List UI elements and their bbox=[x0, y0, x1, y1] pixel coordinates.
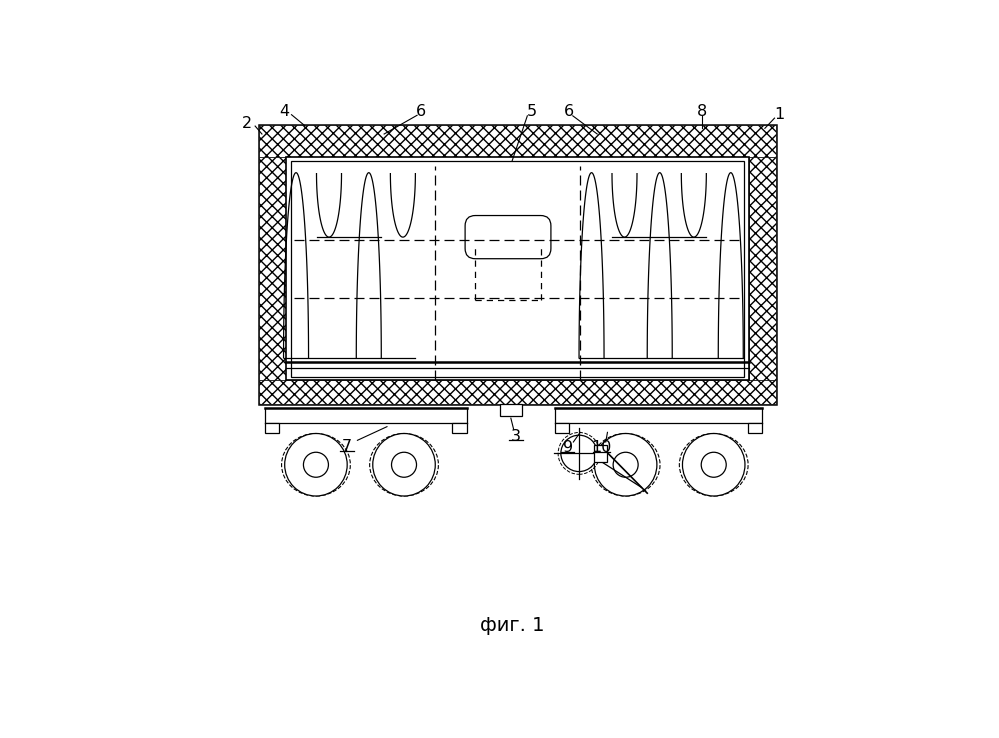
Circle shape bbox=[613, 452, 638, 477]
Text: 4: 4 bbox=[280, 104, 290, 119]
Circle shape bbox=[701, 452, 726, 477]
Text: фиг. 1: фиг. 1 bbox=[480, 616, 544, 635]
Bar bbox=[259, 156, 287, 380]
Text: 1: 1 bbox=[774, 106, 784, 122]
Text: 7: 7 bbox=[342, 439, 353, 454]
Bar bbox=[748, 423, 762, 433]
Bar bbox=[259, 380, 776, 404]
Bar bbox=[287, 156, 749, 380]
Ellipse shape bbox=[591, 433, 660, 496]
Text: 5: 5 bbox=[526, 104, 536, 119]
Text: 6: 6 bbox=[416, 104, 427, 119]
Bar bbox=[265, 423, 279, 433]
Bar bbox=[554, 423, 568, 433]
Text: 6: 6 bbox=[563, 104, 573, 119]
Ellipse shape bbox=[370, 433, 439, 496]
Ellipse shape bbox=[282, 433, 351, 496]
Text: 9: 9 bbox=[562, 440, 572, 455]
Bar bbox=[291, 162, 744, 376]
Circle shape bbox=[560, 435, 597, 472]
Bar bbox=[259, 125, 776, 156]
Bar bbox=[259, 125, 776, 404]
Bar bbox=[749, 156, 776, 380]
Circle shape bbox=[304, 452, 329, 477]
Circle shape bbox=[682, 433, 745, 496]
Circle shape bbox=[373, 433, 436, 496]
Circle shape bbox=[285, 433, 348, 496]
Text: 2: 2 bbox=[242, 117, 252, 131]
Circle shape bbox=[594, 433, 657, 496]
Ellipse shape bbox=[679, 433, 748, 496]
Text: 10: 10 bbox=[591, 440, 612, 455]
Text: 8: 8 bbox=[697, 104, 707, 119]
Circle shape bbox=[392, 452, 417, 477]
Bar bbox=[500, 404, 521, 416]
Text: 3: 3 bbox=[510, 429, 520, 444]
Bar bbox=[453, 423, 467, 433]
Bar bbox=[594, 445, 606, 462]
